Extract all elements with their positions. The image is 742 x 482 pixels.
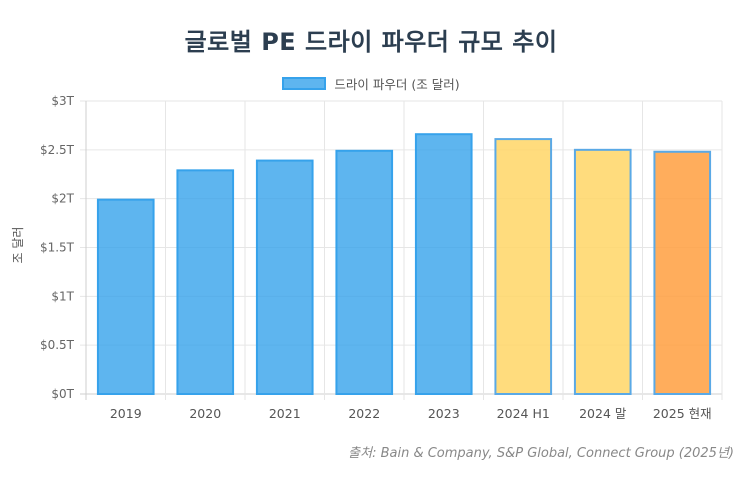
x-tick-label: 2021 [269,406,301,421]
bar-2019 [96,198,155,395]
legend-swatch [282,77,327,90]
x-tick-label: 2024 H1 [497,406,550,421]
bar-2024-말 [573,148,632,395]
y-tick-label: $1.5T [40,241,75,255]
y-axis-ticks: $0T $0.5T $1T $1.5T $2T $2.5T $3T [40,94,75,401]
y-tick-label: $3T [51,94,74,108]
chart-legend[interactable]: 드라이 파우더 (조 달러) [0,74,742,93]
chart-title: 글로벌 PE 드라이 파우더 규모 추이 [184,28,558,56]
y-tick-label: $1T [51,289,74,303]
x-tick-label: 2024 말 [579,406,627,421]
bar-2023 [414,133,473,395]
x-tick-label: 2025 현재 [653,406,712,421]
bars [96,133,712,395]
x-tick-label: 2020 [189,406,221,421]
x-axis-ticks: 2019 2020 2021 2022 2023 2024 H1 2024 말 2025 현재 [110,406,712,421]
x-tick-label: 2019 [110,406,142,421]
legend-label: 드라이 파우더 (조 달러) [334,77,460,92]
bar-2022 [335,149,394,395]
bar-2024-H1 [494,138,553,395]
bar-2021 [255,159,314,395]
y-axis-label: 조 달러 [11,227,25,264]
y-tick-label: $2.5T [40,143,75,157]
bar-2020 [176,169,235,395]
y-tick-label: $2T [51,192,74,206]
y-tick-label: $0.5T [40,338,75,352]
y-tick-label: $0T [51,387,74,401]
source-note: 출처: Bain & Company, S&P Global, Connect … [348,446,734,461]
x-tick-label: 2023 [428,406,460,421]
bar-2025-현재 [653,150,712,395]
x-tick-label: 2022 [348,406,380,421]
